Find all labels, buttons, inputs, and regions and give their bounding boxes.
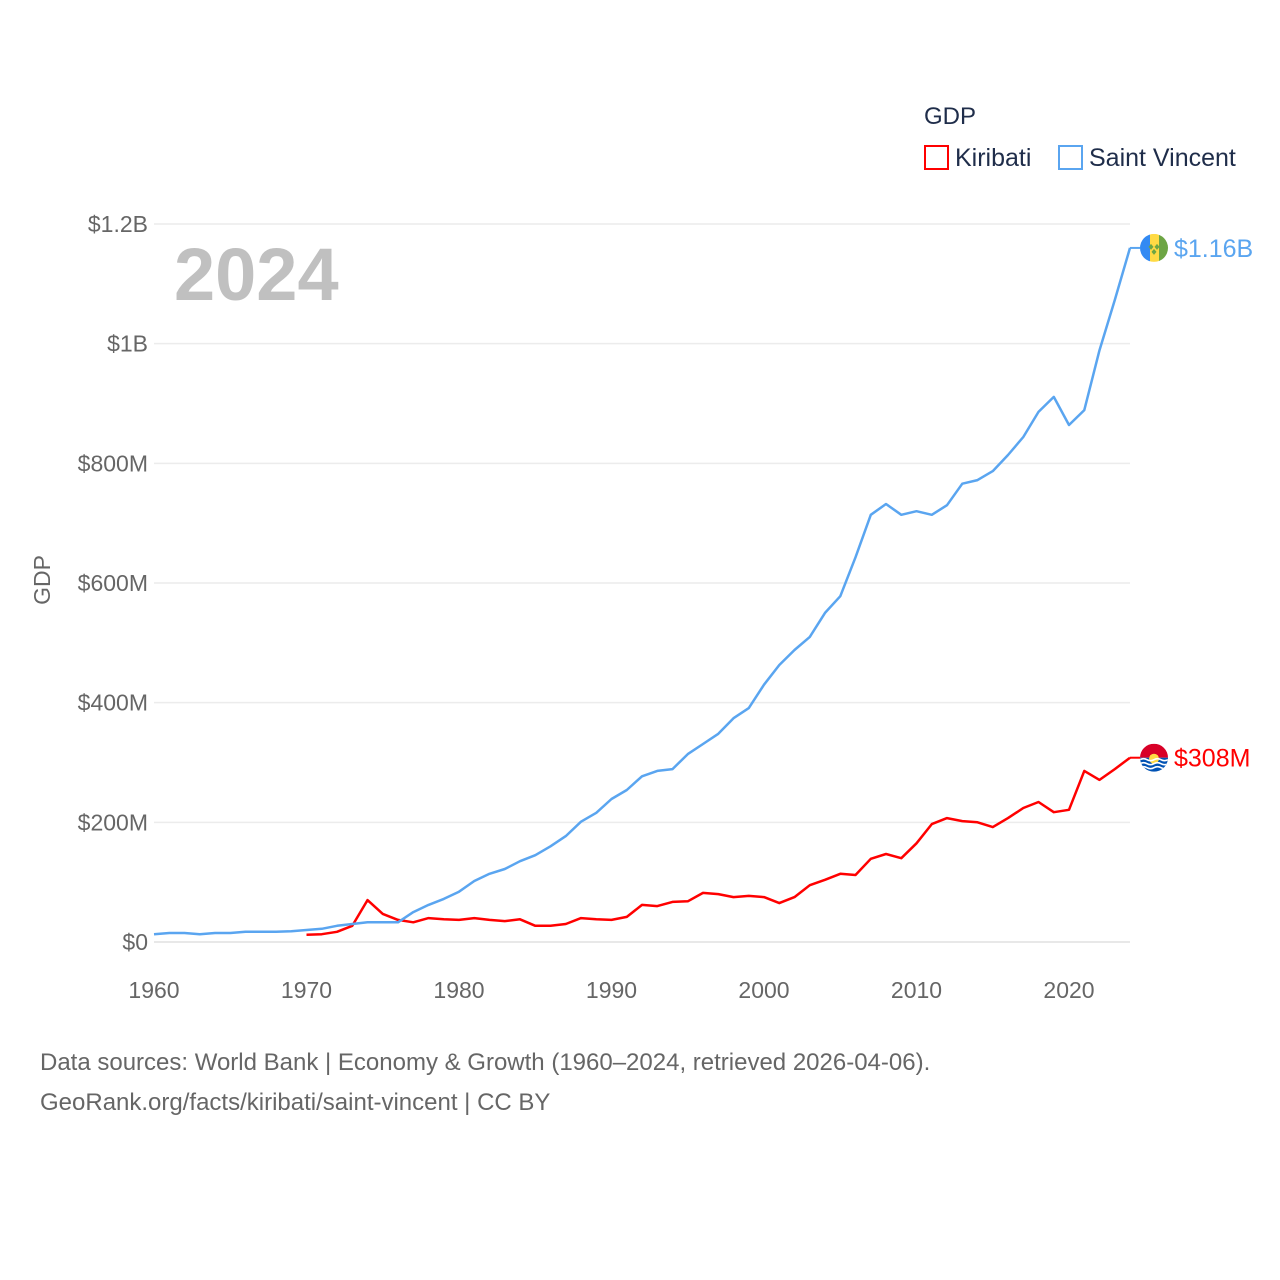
end-value-label-saint-vincent: $1.16B bbox=[1174, 235, 1253, 263]
legend: GDP Kiribati Saint Vincent bbox=[924, 103, 1236, 172]
end-value-label-kiribati: $308M bbox=[1174, 745, 1250, 773]
legend-label-kiribati[interactable]: Kiribati bbox=[955, 144, 1031, 172]
y-tick-label: $400M bbox=[78, 690, 148, 716]
legend-swatch-saint-vincent[interactable] bbox=[1058, 145, 1083, 170]
year-watermark: 2024 bbox=[174, 233, 339, 316]
legend-title: GDP bbox=[924, 103, 976, 130]
saint-vincent-flag-icon bbox=[1140, 233, 1168, 262]
source-link[interactable]: GeoRank.org/facts/kiribati/saint-vincent… bbox=[40, 1089, 551, 1116]
legend-swatch-kiribati[interactable] bbox=[924, 145, 949, 170]
y-tick-label: $800M bbox=[78, 450, 148, 476]
x-tick-label: 1960 bbox=[128, 977, 179, 1003]
legend-label-saint-vincent[interactable]: Saint Vincent bbox=[1089, 144, 1236, 172]
footer: Data sources: World Bank | Economy & Gro… bbox=[40, 1043, 930, 1123]
kiribati-flag-icon bbox=[1140, 743, 1168, 772]
y-tick-label: $0 bbox=[122, 929, 148, 955]
series-line-kiribati[interactable] bbox=[306, 756, 1131, 937]
x-tick-label: 1990 bbox=[586, 977, 637, 1003]
x-tick-label: 2010 bbox=[891, 977, 942, 1003]
y-tick-label: $1.2B bbox=[88, 211, 148, 237]
x-tick-label: 1980 bbox=[433, 977, 484, 1003]
x-tick-label: 2020 bbox=[1043, 977, 1094, 1003]
data-sources: Data sources: World Bank | Economy & Gro… bbox=[40, 1049, 931, 1076]
y-tick-label: $1B bbox=[107, 331, 148, 357]
x-tick-label: 1970 bbox=[281, 977, 332, 1003]
y-tick-label: $600M bbox=[78, 570, 148, 596]
series-line-saint-vincent[interactable] bbox=[153, 247, 1132, 936]
y-tick-label: $200M bbox=[78, 809, 148, 835]
x-tick-label: 2000 bbox=[738, 977, 789, 1003]
y-axis-label: GDP bbox=[29, 555, 55, 605]
